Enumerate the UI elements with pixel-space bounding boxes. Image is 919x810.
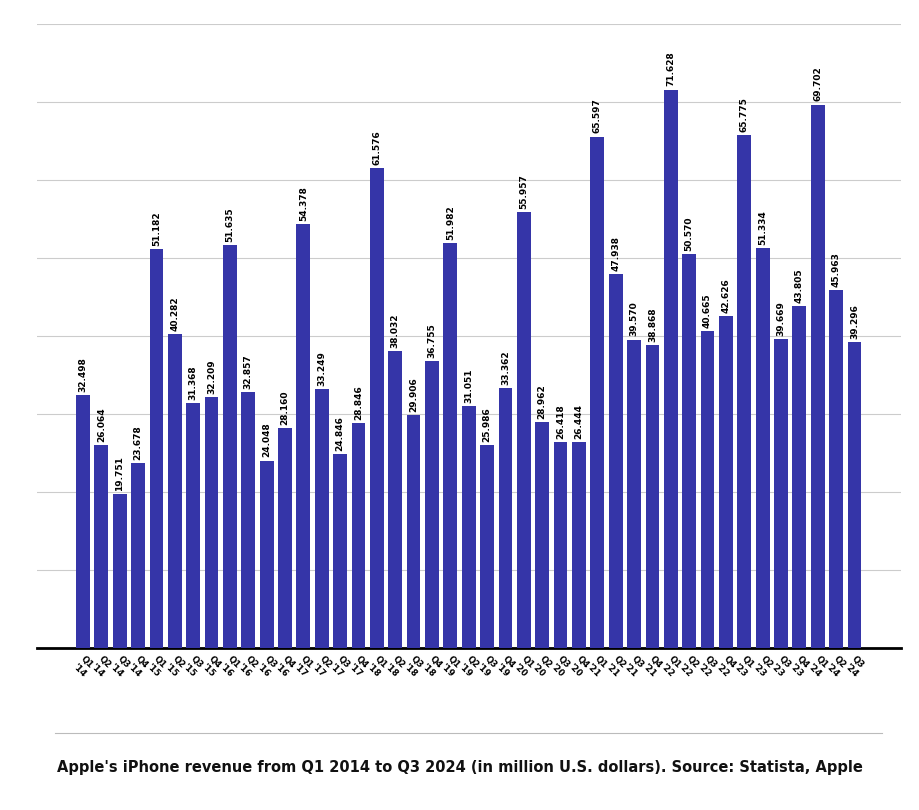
Bar	[352, 423, 366, 648]
Bar	[425, 361, 439, 648]
Text: 55.957: 55.957	[519, 174, 528, 209]
Bar	[278, 428, 292, 648]
Bar	[590, 137, 604, 648]
Bar	[205, 397, 219, 648]
Text: 42.626: 42.626	[721, 278, 731, 313]
Bar	[223, 245, 237, 648]
Text: 36.755: 36.755	[427, 323, 437, 358]
Bar	[645, 345, 659, 648]
Bar	[113, 494, 127, 648]
Bar	[168, 334, 182, 648]
Text: 65.597: 65.597	[593, 99, 602, 134]
Bar	[297, 224, 311, 648]
Bar	[608, 275, 622, 648]
Text: 33.362: 33.362	[501, 350, 510, 385]
Bar	[131, 463, 145, 648]
Text: 51.635: 51.635	[225, 207, 234, 242]
Bar	[462, 406, 475, 648]
Text: 26.444: 26.444	[574, 403, 584, 439]
Bar	[444, 243, 458, 648]
Bar	[187, 403, 200, 648]
Text: 32.498: 32.498	[78, 356, 87, 391]
Bar	[516, 211, 530, 648]
Bar	[572, 441, 585, 648]
Bar	[389, 352, 403, 648]
Text: 69.702: 69.702	[813, 66, 823, 101]
Bar	[829, 290, 843, 648]
Text: 47.938: 47.938	[611, 237, 620, 271]
Text: 24.846: 24.846	[335, 416, 345, 451]
Text: 43.805: 43.805	[795, 269, 804, 304]
Text: Apple's iPhone revenue from Q1 2014 to Q3 2024 (in million U.S. dollars). Source: Apple's iPhone revenue from Q1 2014 to Q…	[57, 760, 862, 774]
Text: 31.368: 31.368	[188, 365, 198, 400]
Bar	[792, 306, 806, 648]
Text: 54.378: 54.378	[299, 186, 308, 221]
Text: 71.628: 71.628	[666, 52, 675, 87]
Text: 32.209: 32.209	[207, 359, 216, 394]
Bar	[627, 339, 641, 648]
Text: 29.906: 29.906	[409, 377, 418, 411]
Text: 51.182: 51.182	[152, 211, 161, 246]
Text: 26.064: 26.064	[96, 407, 106, 441]
Bar	[755, 248, 769, 648]
Text: 50.570: 50.570	[685, 216, 694, 250]
Bar	[480, 446, 494, 648]
Text: 24.048: 24.048	[262, 423, 271, 458]
Bar	[737, 135, 751, 648]
Bar	[719, 316, 732, 648]
Bar	[260, 461, 274, 648]
Text: 38.032: 38.032	[391, 313, 400, 348]
Bar	[535, 422, 549, 648]
Bar	[498, 388, 512, 648]
Bar	[95, 445, 108, 648]
Bar	[847, 342, 861, 648]
Text: 39.296: 39.296	[850, 304, 859, 339]
Text: 28.846: 28.846	[354, 386, 363, 420]
Bar	[334, 454, 347, 648]
Bar	[811, 104, 824, 648]
Bar	[242, 392, 255, 648]
Text: 39.570: 39.570	[630, 301, 639, 336]
Text: 45.963: 45.963	[832, 252, 841, 287]
Text: 65.775: 65.775	[740, 97, 749, 132]
Bar	[315, 389, 329, 648]
Text: 23.678: 23.678	[133, 425, 142, 460]
Bar	[407, 415, 421, 648]
Text: 39.669: 39.669	[777, 301, 786, 335]
Bar	[76, 394, 90, 648]
Bar	[664, 90, 677, 648]
Text: 61.576: 61.576	[372, 130, 381, 164]
Text: 31.051: 31.051	[464, 369, 473, 403]
Text: 33.249: 33.249	[317, 351, 326, 386]
Text: 28.962: 28.962	[538, 384, 547, 419]
Text: 38.868: 38.868	[648, 307, 657, 342]
Bar	[774, 339, 788, 648]
Text: 40.282: 40.282	[170, 296, 179, 330]
Text: 25.986: 25.986	[482, 407, 492, 442]
Bar	[370, 168, 384, 648]
Text: 19.751: 19.751	[115, 456, 124, 491]
Text: 26.418: 26.418	[556, 404, 565, 439]
Text: 40.665: 40.665	[703, 293, 712, 328]
Bar	[150, 249, 164, 648]
Text: 32.857: 32.857	[244, 354, 253, 389]
Text: 28.160: 28.160	[280, 391, 289, 425]
Bar	[553, 442, 567, 648]
Bar	[682, 254, 696, 648]
Text: 51.334: 51.334	[758, 210, 767, 245]
Bar	[700, 331, 714, 648]
Text: 51.982: 51.982	[446, 205, 455, 240]
